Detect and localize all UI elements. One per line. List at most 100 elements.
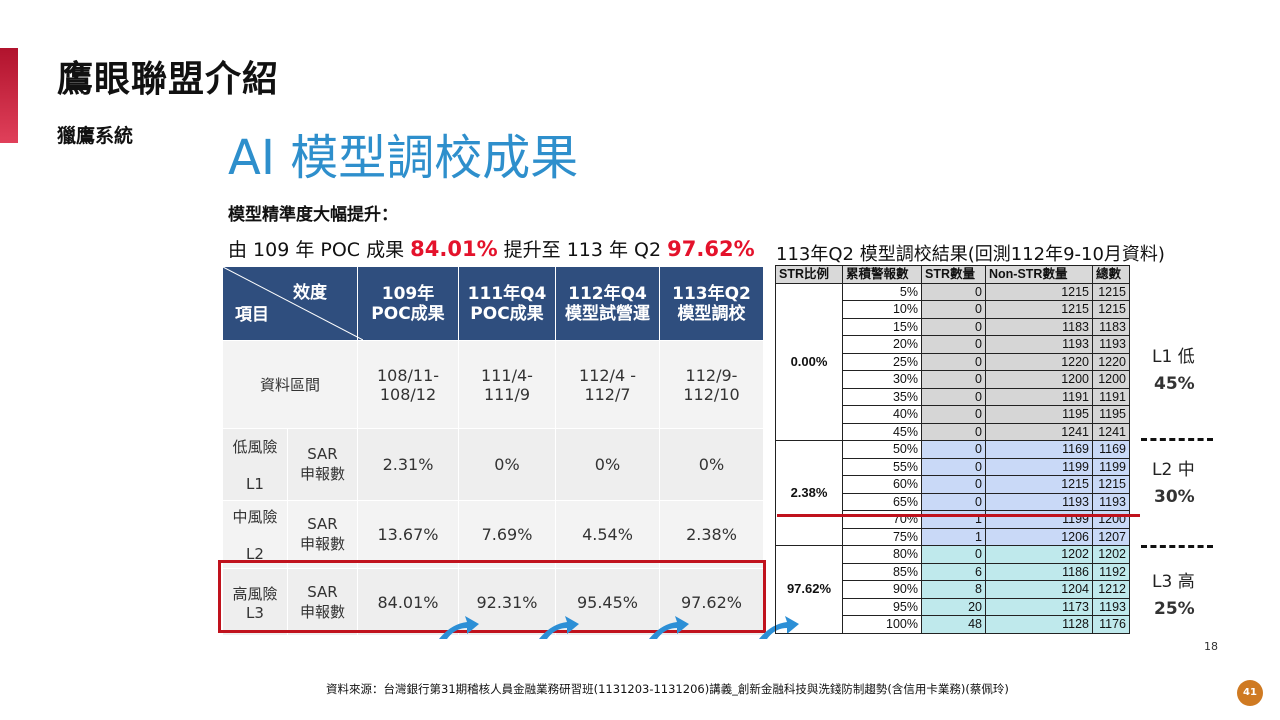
intro-line-1: 模型精準度大幅提升： <box>228 205 398 225</box>
non-str-count-cell: 1128 <box>985 615 1093 634</box>
table-row-period: 資料區間 108/11- 108/12 111/4- 111/9 112/4 -11… <box>222 340 764 429</box>
section-subtitle: 獵鷹系統 <box>57 125 134 147</box>
level-label-l3: L3 高 <box>1152 572 1195 592</box>
results-row: 35% 0 1191 1191 <box>776 387 1130 406</box>
str-count-cell: 8 <box>921 580 986 599</box>
str-count-cell: 0 <box>921 492 986 511</box>
table-row-low-risk: 低風險 L1 SAR 申報數 2.31% 0% 0% 0% <box>222 428 764 501</box>
period-cell: 108/11- 108/12 <box>357 340 459 429</box>
level-pct-l1: 45% <box>1154 374 1195 394</box>
total-cell: 1212 <box>1092 580 1130 599</box>
str-count-cell: 0 <box>921 300 986 319</box>
results-row: 55% 0 1199 1199 <box>776 457 1130 476</box>
total-cell: 1215 <box>1092 475 1130 494</box>
accent-bar <box>0 48 18 143</box>
non-str-count-cell: 1206 <box>985 527 1093 546</box>
level-label-l2: L2 中 <box>1152 460 1195 480</box>
period-cell: 112/4 -112/7 <box>555 340 660 429</box>
high-risk-highlight-box <box>218 560 766 633</box>
str-count-cell: 6 <box>921 562 986 581</box>
results-header: STR數量 <box>921 265 986 284</box>
str-count-cell: 0 <box>921 352 986 371</box>
non-str-count-cell: 1215 <box>985 475 1093 494</box>
risk-label: 中風險 L2 <box>222 500 288 569</box>
alert-pct-cell: 65% <box>842 492 922 511</box>
period-cell: 112/9- 112/10 <box>659 340 764 429</box>
risk-label: 低風險 L1 <box>222 428 288 501</box>
str-ratio-cell: 2.38% <box>775 440 843 546</box>
non-str-count-cell: 1199 <box>985 457 1093 476</box>
non-str-count-cell: 1200 <box>985 370 1093 389</box>
page-title: 鷹眼聯盟介紹 <box>57 59 280 100</box>
comparison-table: 效度 項目 109年 POC成果 111年Q4 POC成果 112年Q4 模型試營運 … <box>222 266 764 636</box>
col-header-113q2: 113年Q2 模型調校 <box>659 266 764 341</box>
alert-pct-cell: 100% <box>842 615 922 634</box>
non-str-count-cell: 1241 <box>985 422 1093 441</box>
results-title: 113年Q2 模型調校結果(回測112年9-10月資料) <box>776 244 1165 265</box>
header-diagonal-cell: 效度 項目 <box>222 266 363 341</box>
results-header: 累積警報數 <box>842 265 922 284</box>
value-cell: 0% <box>458 428 556 501</box>
period-cell: 111/4- 111/9 <box>458 340 556 429</box>
results-header: STR比例 <box>775 265 843 284</box>
alert-pct-cell: 55% <box>842 457 922 476</box>
intro-highlight-2: 97.62% <box>667 237 755 261</box>
total-cell: 1202 <box>1092 545 1130 564</box>
col-header-109: 109年 POC成果 <box>357 266 459 341</box>
total-cell: 1220 <box>1092 352 1130 371</box>
total-cell: 1191 <box>1092 387 1130 406</box>
results-row: 45% 0 1241 1241 <box>776 422 1130 441</box>
table-row-mid-risk: 中風險 L2 SAR 申報數 13.67% 7.69% 4.54% 2.38% <box>222 500 764 569</box>
alert-pct-cell: 25% <box>842 352 922 371</box>
str-count-cell: 0 <box>921 422 986 441</box>
results-header: 總數 <box>1092 265 1130 284</box>
alert-pct-cell: 95% <box>842 597 922 616</box>
source-citation: 資料來源：台灣銀行第31期稽核人員金融業務研習班(1131203-1131206… <box>326 682 1009 696</box>
total-cell: 1176 <box>1092 615 1130 634</box>
non-str-count-cell: 1193 <box>985 492 1093 511</box>
intro-line-2: 由 109 年 POC 成果 84.01% 提升至 113 年 Q2 97.62… <box>228 235 755 262</box>
total-cell: 1193 <box>1092 335 1130 354</box>
non-str-count-cell: 1169 <box>985 440 1093 459</box>
up-right-arrow-icon <box>439 616 479 639</box>
str-count-cell: 0 <box>921 317 986 336</box>
level-divider-dashed <box>1141 438 1213 441</box>
diagonal-line <box>223 267 363 340</box>
results-header-row: STR比例 累積警報數 STR數量 Non-STR數量 總數 <box>775 265 1130 284</box>
alert-pct-cell: 20% <box>842 335 922 354</box>
value-cell: 7.69% <box>458 500 556 569</box>
results-row: 20% 0 1193 1193 <box>776 335 1130 354</box>
value-cell: 2.38% <box>659 500 764 569</box>
alert-pct-cell: 50% <box>842 440 922 459</box>
non-str-count-cell: 1191 <box>985 387 1093 406</box>
alert-pct-cell: 75% <box>842 527 922 546</box>
col-header-112q4: 112年Q4 模型試營運 <box>555 266 660 341</box>
str-count-cell: 0 <box>921 545 986 564</box>
non-str-count-cell: 1193 <box>985 335 1093 354</box>
value-cell: 84.01% <box>357 568 459 636</box>
total-cell: 1193 <box>1092 597 1130 616</box>
value-cell: 13.67% <box>357 500 459 569</box>
str-count-cell: 0 <box>921 282 986 301</box>
str-ratio-cell: 0.00% <box>775 282 843 441</box>
results-row: 40% 0 1195 1195 <box>776 405 1130 424</box>
intro-text-mid: 提升至 113 年 Q2 <box>497 239 668 261</box>
str-count-cell: 48 <box>921 615 986 634</box>
non-str-count-cell: 1204 <box>985 580 1093 599</box>
non-str-count-cell: 1195 <box>985 405 1093 424</box>
results-row: 0.00% 5% 0 1215 1215 <box>775 282 1130 441</box>
level-divider-dashed <box>1141 545 1213 548</box>
results-table: STR比例 累積警報數 STR數量 Non-STR數量 總數 0.00% 5% 0 1… <box>775 265 1130 634</box>
threshold-red-line <box>777 514 1140 517</box>
non-str-count-cell: 1173 <box>985 597 1093 616</box>
total-cell: 1199 <box>1092 457 1130 476</box>
non-str-count-cell: 1215 <box>985 282 1093 301</box>
results-row: 97.62% 80% 0 1202 1202 <box>775 545 1130 634</box>
value-cell: 2.31% <box>357 428 459 501</box>
alert-pct-cell: 85% <box>842 562 922 581</box>
total-cell: 1215 <box>1092 300 1130 319</box>
total-cell: 1183 <box>1092 317 1130 336</box>
results-header: Non-STR數量 <box>985 265 1093 284</box>
value-cell: 0% <box>659 428 764 501</box>
results-row: 25% 0 1220 1220 <box>776 352 1130 371</box>
